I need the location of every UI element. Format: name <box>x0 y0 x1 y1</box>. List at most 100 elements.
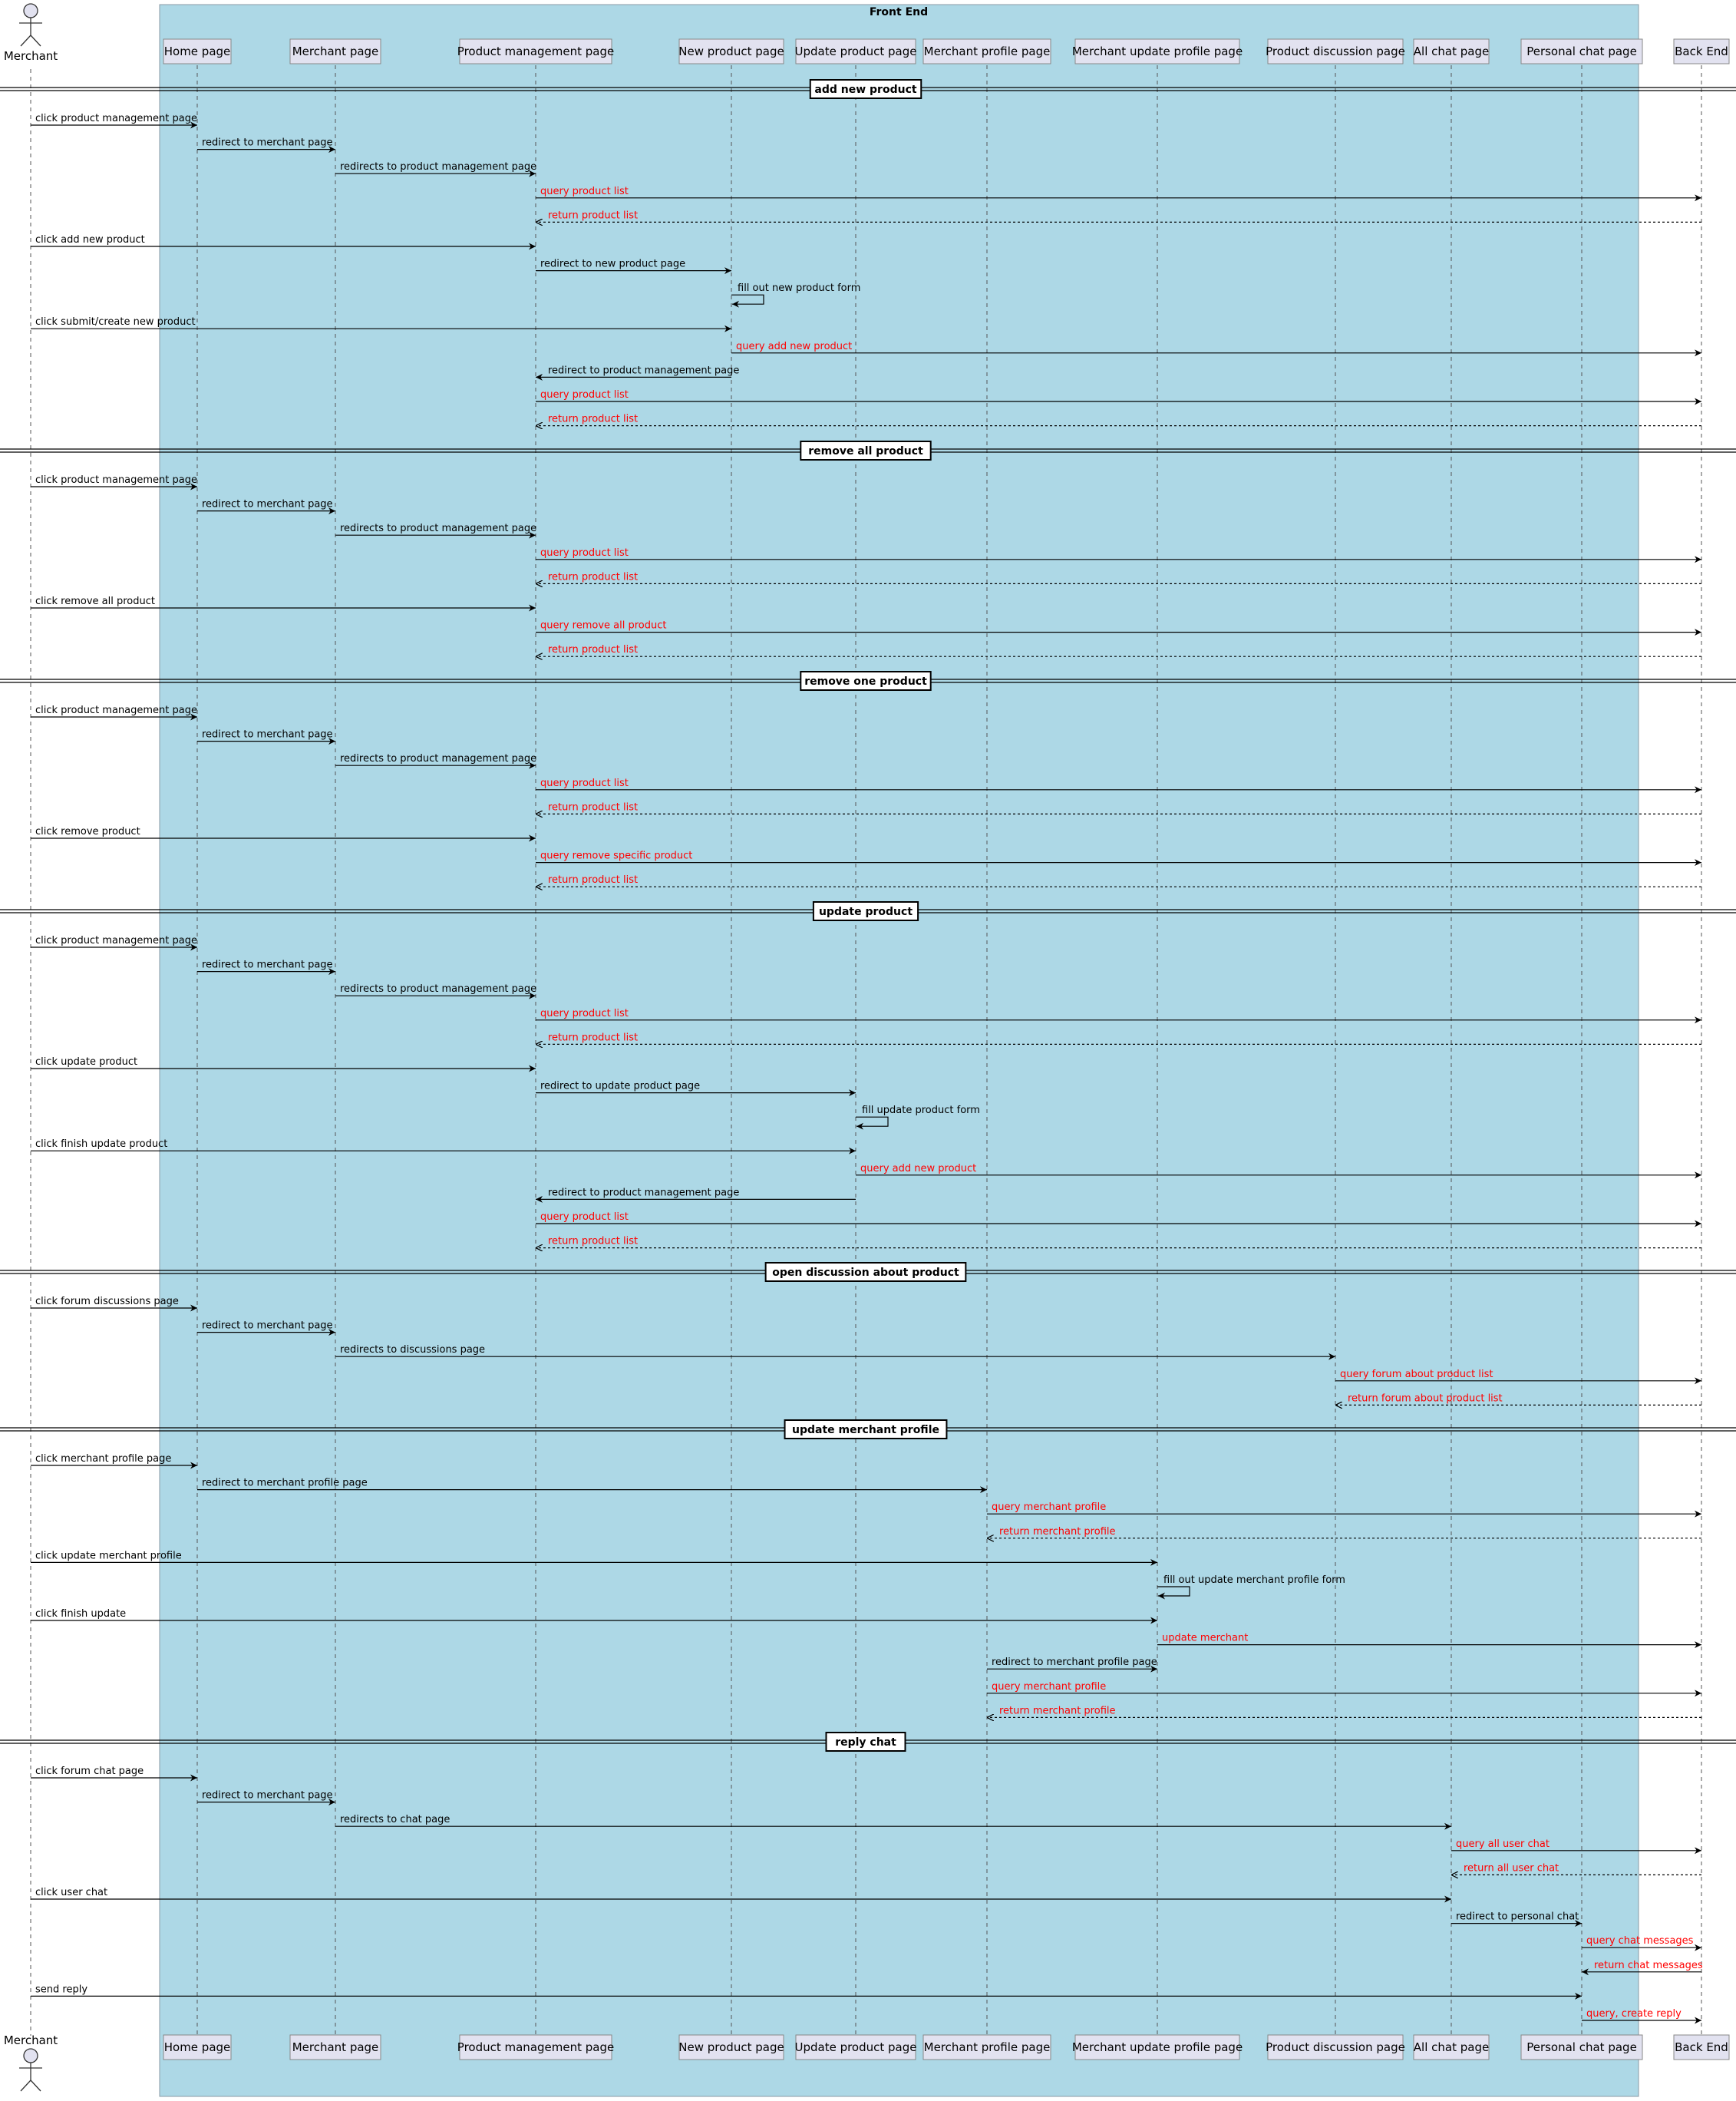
participant-box <box>459 2034 612 2060</box>
message: redirect to merchant profile page <box>987 1657 1157 1673</box>
stick-figure-icon <box>19 3 42 47</box>
message-label: return merchant profile <box>999 1526 1116 1538</box>
message-label: return product list <box>548 571 638 583</box>
participant-new-product-page-top: New product page <box>678 38 784 64</box>
section-update-product: update product <box>0 901 1736 921</box>
message-label: click product management page <box>35 474 197 486</box>
participant-back-end-bottom: Back End <box>1673 2034 1730 2060</box>
section-title-box <box>800 441 932 461</box>
participant-heads: Merchant Merchant Home page Home page Mercha… <box>4 3 1730 2092</box>
message: return product list <box>536 644 1701 656</box>
message-label: return product list <box>548 414 638 425</box>
message: query product list <box>536 1008 1701 1024</box>
section-title-box <box>764 1262 967 1282</box>
participant-merchant-profile-page-top: Merchant profile page <box>922 38 1051 64</box>
message-label: query remove all product <box>540 620 666 632</box>
participant-label: Product management page <box>457 2040 614 2054</box>
message-label: redirects to product management page <box>340 161 536 173</box>
message: click add new product <box>31 234 536 250</box>
self-message-arrow <box>731 294 764 308</box>
participant-personal-chat-page-top: Personal chat page <box>1520 38 1643 64</box>
message-label: click add new product <box>35 234 145 246</box>
participant-box <box>922 2034 1051 2060</box>
participant-box <box>1673 2034 1730 2060</box>
section-title-box <box>809 79 922 99</box>
message-label: return product list <box>548 874 638 886</box>
message-label: redirect to merchant profile page <box>992 1657 1157 1668</box>
message-label: fill out update merchant profile form <box>1163 1574 1345 1586</box>
message-label: query forum about product list <box>1340 1369 1493 1380</box>
message-label: redirect to merchant page <box>202 729 333 741</box>
message: click forum discussions page <box>31 1296 197 1312</box>
section-title-box <box>800 671 932 691</box>
message: click merchant profile page <box>31 1453 197 1469</box>
participant-label: Back End <box>1675 2040 1728 2054</box>
message: return product list <box>536 414 1701 426</box>
message: return product list <box>536 801 1701 814</box>
participant-all-chat-page-top: All chat page <box>1413 38 1490 64</box>
participant-new-product-page-bottom: New product page <box>678 2034 784 2060</box>
message-label: click update merchant profile <box>35 1550 182 1561</box>
section-title: update merchant profile <box>792 1424 939 1436</box>
message: redirects to discussions page <box>335 1344 1335 1360</box>
section-update-merchant-profile: update merchant profile <box>0 1419 1736 1439</box>
message: click update product <box>31 1056 536 1072</box>
front-end-boundary-title: Front End <box>870 6 928 18</box>
message: redirects to product management page <box>335 161 536 177</box>
message-label: click remove all product <box>35 596 155 607</box>
participant-label: Product discussion page <box>1266 2040 1405 2054</box>
message-label: return chat messages <box>1594 1960 1703 1971</box>
message: query remove specific product <box>536 851 1701 867</box>
message: update merchant <box>1157 1633 1701 1649</box>
section-title: update product <box>819 906 913 918</box>
message: return product list <box>536 1032 1701 1044</box>
message-label: click remove product <box>35 826 140 837</box>
participant-label: New product page <box>678 2040 784 2054</box>
section-title-box <box>812 901 919 921</box>
message-label: redirects to product management page <box>340 753 536 765</box>
participant-update-product-page-top: Update product page <box>794 38 917 64</box>
message: query, create reply <box>1582 2008 1701 2024</box>
participant-box <box>1673 38 1730 64</box>
message-label: return product list <box>548 801 638 813</box>
participant-home-page-top: Home page <box>163 38 232 64</box>
message-label: return product list <box>548 210 638 221</box>
message-label: return all user chat <box>1464 1862 1559 1874</box>
message: redirect to product management page <box>536 1187 856 1203</box>
message: return merchant profile <box>987 1705 1701 1717</box>
section-reply-chat: reply chat <box>0 1732 1736 1752</box>
participant-label: Back End <box>1675 45 1728 58</box>
participant-label: Product discussion page <box>1266 45 1405 58</box>
section-title: reply chat <box>835 1736 896 1749</box>
message: query product list <box>536 547 1701 563</box>
message: redirect to personal chat <box>1451 1911 1582 1928</box>
message: return chat messages <box>1582 1960 1703 1976</box>
message: query product list <box>536 1211 1701 1227</box>
front-end-boundary: Front End <box>159 4 1639 2097</box>
message-label: redirects to chat page <box>340 1814 450 1825</box>
participant-label: Product management page <box>457 45 614 58</box>
section-title: remove one product <box>804 676 927 688</box>
participant-merchant-page-bottom: Merchant page <box>289 2034 381 2060</box>
participant-box <box>795 38 916 64</box>
message-label: query product list <box>540 389 629 401</box>
actor-label: Merchant <box>4 49 58 63</box>
message: return product list <box>536 210 1701 222</box>
message: redirect to product management page <box>536 365 739 381</box>
section-remove-one-product: remove one product <box>0 671 1736 691</box>
messages: click product management page redirect to… <box>31 113 1703 2024</box>
message-label: redirects to product management page <box>340 983 536 995</box>
message-label: click finish update product <box>35 1138 167 1150</box>
message: click submit/create new product <box>31 316 731 332</box>
message-label: query add new product <box>736 341 852 352</box>
message-label: redirect to merchant page <box>202 1320 333 1332</box>
message-label: click product management page <box>35 705 197 716</box>
message: fill out update merchant profile form <box>1157 1574 1345 1600</box>
message: redirect to merchant page <box>197 137 335 154</box>
participant-product-management-page-bottom: Product management page <box>457 2034 614 2060</box>
participant-personal-chat-page-bottom: Personal chat page <box>1520 2034 1643 2060</box>
message: return forum about product list <box>1335 1392 1701 1405</box>
message-label: return product list <box>548 1032 638 1043</box>
self-message-arrow <box>856 1116 889 1130</box>
